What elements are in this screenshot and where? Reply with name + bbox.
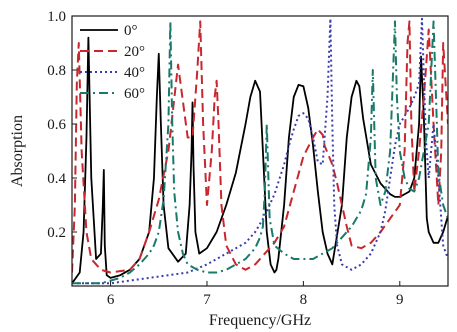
legend-label-2: 20° bbox=[124, 44, 145, 60]
y-axis-title: Absorption bbox=[9, 115, 26, 187]
legend: 0° 20° 40° 60° bbox=[80, 23, 145, 102]
legend-label-1: 0° bbox=[124, 23, 138, 39]
x-tick-label: 8 bbox=[300, 292, 308, 308]
y-tick-label: 0.2 bbox=[47, 225, 66, 241]
series-line-1 bbox=[72, 36, 448, 284]
series-line-3 bbox=[72, 17, 448, 285]
legend-label-3: 40° bbox=[124, 65, 145, 81]
series-line-2 bbox=[72, 20, 448, 274]
x-tick-label: 6 bbox=[107, 292, 115, 308]
series-layer bbox=[72, 17, 448, 285]
y-tick-label: 0.6 bbox=[47, 117, 66, 133]
y-tick-label: 0.4 bbox=[47, 171, 66, 187]
plot-frame bbox=[71, 15, 449, 287]
y-tick-label: 0.8 bbox=[47, 63, 66, 79]
y-tick-label: 1.0 bbox=[47, 9, 66, 25]
tick-layer: 6 7 8 9 0.2 0.4 0.6 0.8 1.0 bbox=[47, 9, 403, 308]
x-tick-label: 7 bbox=[203, 292, 211, 308]
x-tick-label: 9 bbox=[396, 292, 404, 308]
series-line-4 bbox=[72, 20, 448, 285]
legend-label-4: 60° bbox=[124, 86, 145, 102]
plot-background bbox=[72, 16, 448, 286]
x-axis-title: Frequency/GHz bbox=[209, 312, 311, 329]
